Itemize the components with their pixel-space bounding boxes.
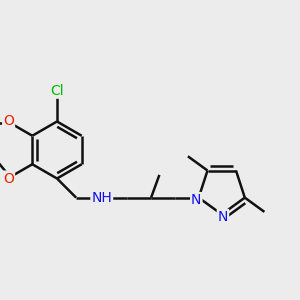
Text: O: O <box>3 172 14 186</box>
Text: N: N <box>218 210 228 224</box>
Text: N: N <box>191 193 202 207</box>
Text: NH: NH <box>92 190 112 205</box>
Text: Cl: Cl <box>50 84 64 98</box>
Text: O: O <box>3 114 14 128</box>
